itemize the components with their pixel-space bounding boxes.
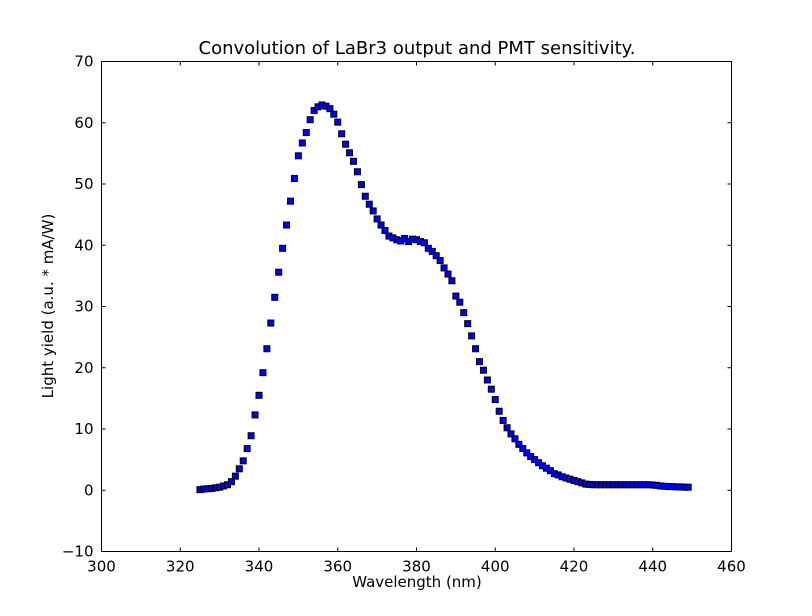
x-tick-label: 360 [323,558,352,576]
y-tick-label: 50 [74,175,93,193]
data-point [251,411,259,419]
data-point [290,174,298,182]
x-tick-label: 400 [481,558,510,576]
data-point [231,472,239,480]
data-point [507,430,515,438]
data-point [377,221,385,229]
data-point [302,129,310,137]
y-tick-label: −10 [62,543,94,561]
data-point [259,369,267,377]
data-point [519,445,527,453]
data-point [353,168,361,176]
data-point [420,239,428,247]
y-tick-label: 0 [84,481,94,499]
data-point [452,292,460,300]
x-tick-label: 460 [717,558,746,576]
data-point [428,247,436,255]
data-point [432,252,440,260]
data-point [365,200,373,208]
data-point [326,105,334,113]
y-tick-label: 70 [74,53,93,71]
data-point [235,465,243,473]
data-point [499,416,507,424]
data-point [287,197,294,205]
data-point [369,207,377,215]
data-point [239,457,247,465]
x-tick-label: 380 [402,558,431,576]
data-point [476,358,483,366]
data-point [271,293,279,301]
data-point [338,130,346,138]
x-tick-label: 320 [166,558,195,576]
y-tick-label: 60 [74,114,93,132]
data-point [247,432,255,440]
data-point [330,110,338,118]
data-point [483,376,491,384]
x-tick-label: 300 [87,558,116,576]
data-point [436,257,444,265]
data-point [373,215,381,223]
y-tick-label: 30 [74,298,93,316]
data-point [361,192,369,200]
data-point [342,140,350,148]
y-axis-label: Light yield (a.u. * mA/W) [39,214,57,399]
data-point [306,116,314,124]
data-point [491,396,499,404]
y-tick-label: 20 [74,359,93,377]
x-tick-label: 340 [245,558,274,576]
x-tick-label: 420 [560,558,589,576]
plot-frame [101,61,732,552]
data-point [515,440,523,448]
data-point [294,152,302,160]
data-point [243,445,251,453]
data-point [472,345,480,353]
chart-title: Convolution of LaBr3 output and PMT sens… [199,38,636,59]
data-point [503,424,511,432]
data-point [440,264,448,272]
data-point [468,332,476,340]
data-point [263,345,271,353]
data-point [334,118,342,126]
data-point [495,407,503,415]
data-point [227,478,235,486]
x-axis-label: Wavelength (nm) [352,573,482,591]
y-tick-label: 40 [74,236,93,254]
data-point [279,244,287,252]
data-point [456,298,464,306]
data-point [283,221,291,229]
data-point [350,157,357,165]
data-point [275,268,283,276]
data-point [479,366,487,374]
data-point [346,149,354,157]
data-point [267,319,275,327]
data-point [310,107,318,114]
data-point [684,483,692,491]
y-tick-label: 10 [74,420,93,438]
data-point [255,391,263,399]
data-point [523,449,531,457]
data-point [460,309,468,317]
data-point [444,270,452,278]
data-point [464,320,472,328]
data-point [448,277,456,285]
data-point [511,435,519,443]
data-point [298,139,306,147]
data-point [487,385,495,393]
x-tick-label: 440 [638,558,667,576]
data-point [357,181,365,189]
data-point [381,227,389,235]
